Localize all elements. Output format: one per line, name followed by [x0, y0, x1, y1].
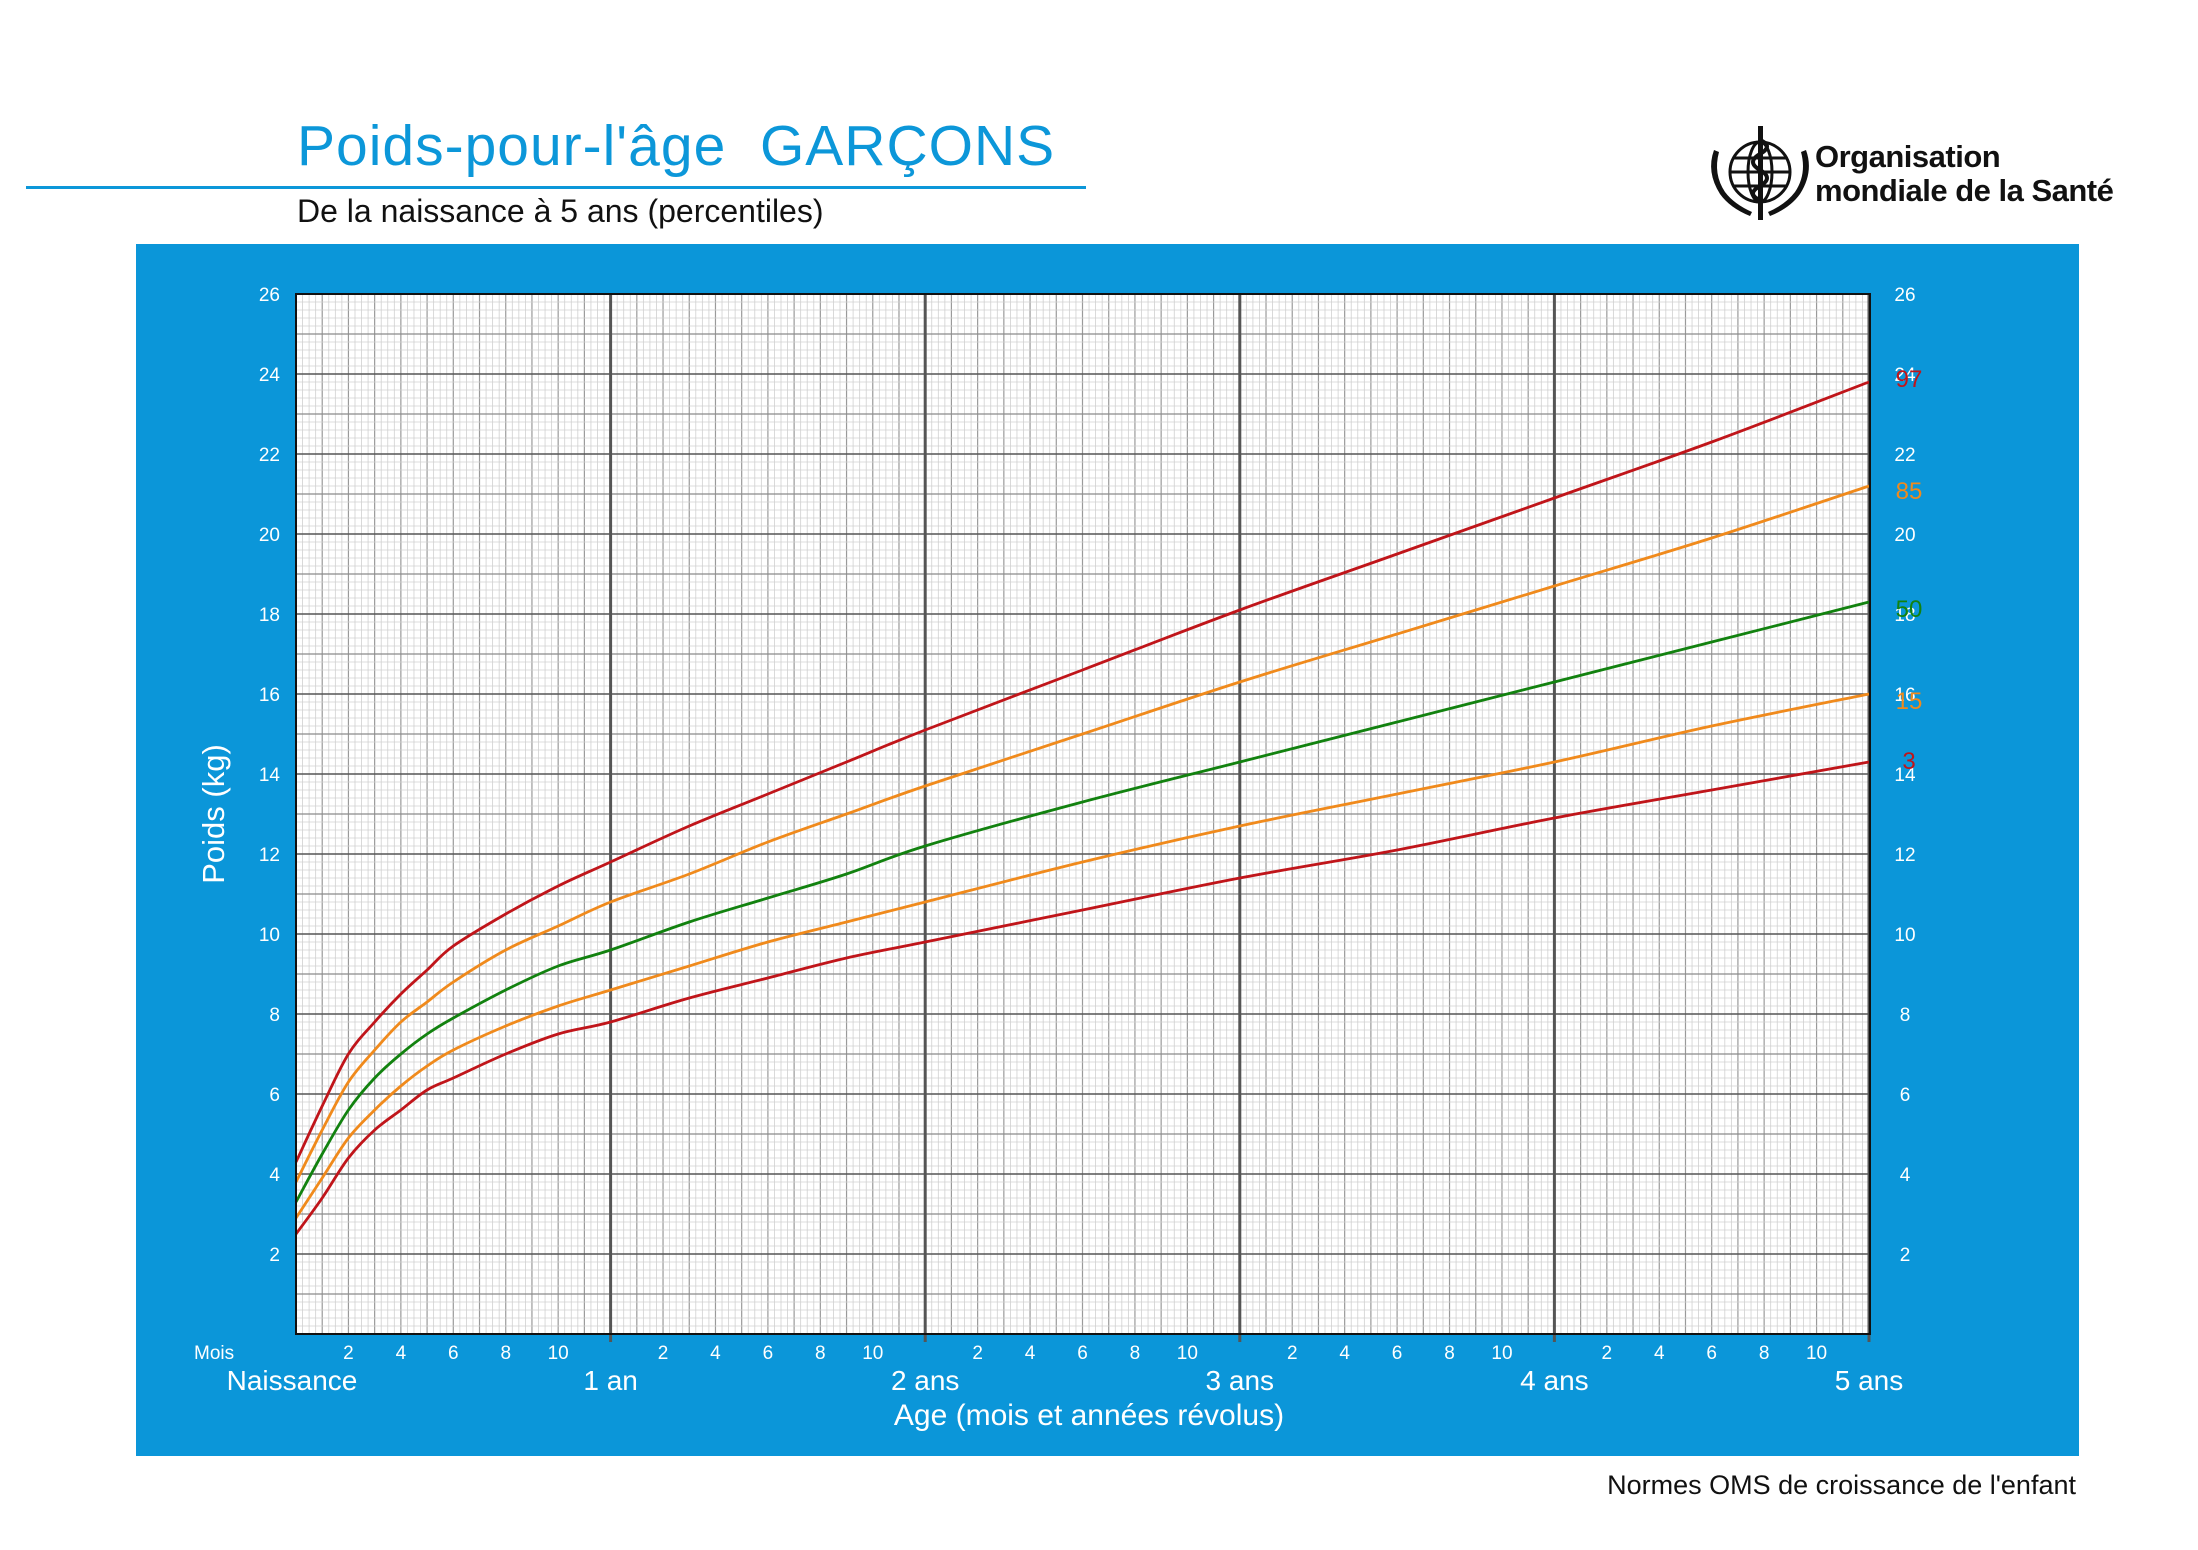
y-tick-label-left: 12 [259, 845, 280, 866]
x-month-tick-label: 2 [972, 1343, 983, 1364]
y-tick-label-right: 12 [1894, 845, 1915, 866]
x-month-tick-label: 4 [1654, 1343, 1665, 1364]
y-tick-label-right: 22 [1894, 445, 1915, 466]
x-month-tick-label: 2 [1287, 1343, 1298, 1364]
x-month-tick-label: 4 [1025, 1343, 1036, 1364]
y-tick-label-left: 14 [259, 765, 281, 786]
y-tick-label-left: 4 [269, 1165, 280, 1186]
percentile-labels: 3 15 50 85 97 [1896, 366, 1923, 775]
percentile-label-50: 50 [1896, 596, 1923, 623]
x-year-label: 4 ans [1520, 1365, 1589, 1396]
y-tick-label-left: 26 [259, 285, 280, 306]
percentile-label-15: 15 [1896, 688, 1923, 715]
y-tick-label-right: 4 [1900, 1165, 1911, 1186]
x-year-label: Naissance [227, 1365, 358, 1396]
grid [296, 294, 1871, 1342]
x-axis-label: Age (mois et années révolus) [894, 1399, 1284, 1432]
x-month-tick-label: 8 [815, 1343, 826, 1364]
x-month-tick-label: 8 [500, 1343, 511, 1364]
organization-name-line2: mondiale de la Santé [1815, 173, 2114, 208]
percentile-curve-3 [294, 760, 1870, 1235]
who-emblem-icon [1711, 126, 1809, 220]
x-year-label: 1 an [583, 1365, 638, 1396]
title-underline [26, 186, 1086, 189]
percentile-label-85: 85 [1896, 478, 1923, 505]
y-tick-label-left: 18 [259, 605, 280, 626]
x-month-tick-label: 6 [1077, 1343, 1088, 1364]
x-year-label: 5 ans [1835, 1365, 1904, 1396]
y-tick-label-right: 8 [1900, 1005, 1911, 1026]
y-tick-label-right: 20 [1894, 525, 1915, 546]
percentile-curve-50 [294, 600, 1870, 1203]
percentile-curve-15 [294, 692, 1870, 1219]
x-month-tick-label: 4 [710, 1343, 721, 1364]
page-subtitle: De la naissance à 5 ans (percentiles) [297, 193, 824, 229]
percentile-curves [294, 380, 1870, 1235]
y-tick-label-right: 14 [1894, 765, 1916, 786]
percentile-curve-85 [294, 484, 1870, 1183]
y-tick-label-right: 10 [1894, 925, 1915, 946]
y-tick-label-left: 2 [269, 1245, 280, 1266]
y-tick-label-right: 24 [1894, 365, 1916, 386]
x-month-tick-label: 4 [396, 1343, 407, 1364]
x-month-tick-label: 6 [448, 1343, 459, 1364]
plot-frame [295, 293, 1871, 1335]
x-month-tick-label: 10 [1806, 1343, 1827, 1364]
x-year-label: 3 ans [1206, 1365, 1275, 1396]
y-tick-label-left: 16 [259, 685, 280, 706]
x-month-tick-label: 8 [1444, 1343, 1455, 1364]
organization-name-line1: Organisation [1815, 139, 2001, 174]
y-axis-label: Poids (kg) [196, 744, 231, 884]
y-tick-label-right: 6 [1900, 1085, 1911, 1106]
x-month-tick-label: 2 [1602, 1343, 1613, 1364]
y-tick-label-right: 18 [1894, 605, 1915, 626]
y-tick-label-right: 16 [1894, 685, 1915, 706]
y-tick-label-left: 20 [259, 525, 280, 546]
page-title: Poids-pour-l'âge GARÇONS [297, 114, 1056, 178]
x-month-tick-label: 10 [548, 1343, 569, 1364]
y-tick-label-left: 8 [269, 1005, 280, 1026]
percentile-curve-97 [294, 380, 1870, 1163]
x-month-tick-label: 4 [1339, 1343, 1350, 1364]
x-month-tick-label: 2 [658, 1343, 669, 1364]
footer-note: Normes OMS de croissance de l'enfant [1607, 1470, 2076, 1500]
x-month-tick-label: 6 [763, 1343, 774, 1364]
x-year-label: 2 ans [891, 1365, 960, 1396]
percentile-label-97: 97 [1896, 366, 1923, 393]
x-month-tick-label: 8 [1130, 1343, 1141, 1364]
y-tick-label-right: 2 [1900, 1245, 1911, 1266]
organization-name: Organisation mondiale de la Santé [1815, 139, 2114, 208]
y-tick-label-left: 6 [269, 1085, 280, 1106]
x-month-tick-label: 10 [1177, 1343, 1198, 1364]
y-tick-label-left: 22 [259, 445, 280, 466]
percentile-label-3: 3 [1902, 748, 1915, 775]
y-tick-label-left: 10 [259, 925, 280, 946]
x-month-tick-label: 6 [1706, 1343, 1717, 1364]
x-month-tick-label: 10 [1491, 1343, 1512, 1364]
x-month-prefix: Mois [194, 1343, 234, 1364]
y-tick-label-left: 24 [259, 365, 281, 386]
x-month-tick-label: 6 [1392, 1343, 1403, 1364]
x-month-tick-label: 2 [343, 1343, 354, 1364]
y-tick-label-right: 26 [1894, 285, 1915, 306]
x-month-tick-label: 10 [862, 1343, 883, 1364]
x-month-tick-label: 8 [1759, 1343, 1770, 1364]
chart-panel: 2 2 4 4 6 6 8 8 10 10 12 12 14 14 16 16 18 18 20 20 22 22 24 24… [136, 244, 2079, 1456]
